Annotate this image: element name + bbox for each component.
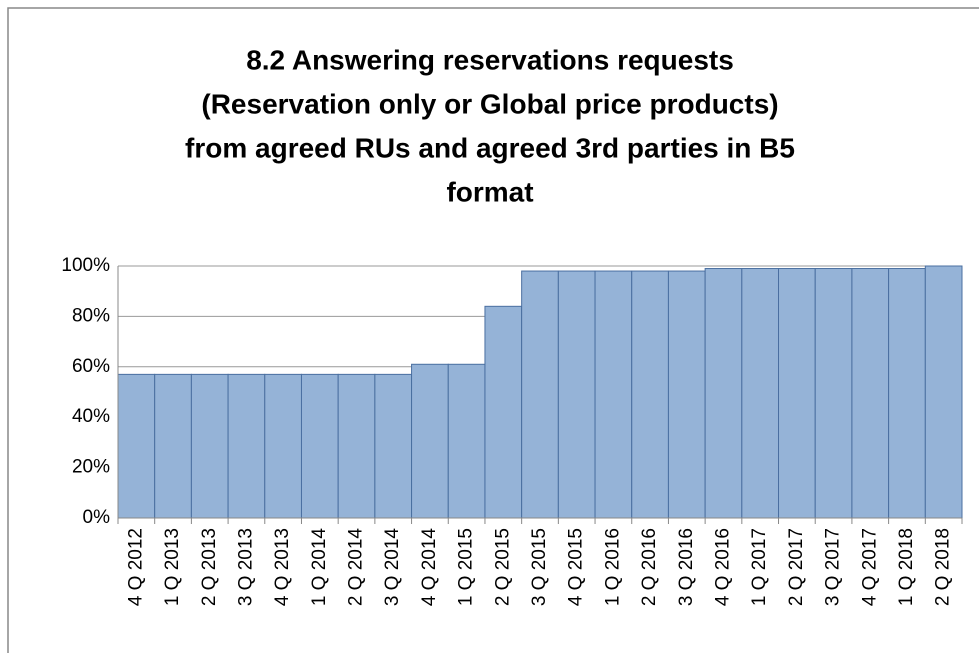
bar — [778, 268, 816, 519]
bar — [667, 270, 706, 519]
bar — [300, 373, 339, 519]
bar — [117, 373, 156, 519]
x-tick-label: 1 Q 2016 — [602, 528, 623, 606]
x-tick-label: 3 Q 2013 — [235, 528, 256, 606]
x-tick-label: 3 Q 2016 — [676, 528, 697, 606]
x-tick-label: 2 Q 2016 — [639, 528, 660, 606]
x-tick-label: 2 Q 2017 — [786, 528, 807, 606]
bar — [484, 305, 523, 519]
bar — [447, 363, 486, 519]
bar — [337, 373, 376, 519]
bar — [594, 270, 633, 519]
x-tick-label: 2 Q 2015 — [492, 528, 513, 606]
x-tick-label: 4 Q 2015 — [566, 528, 587, 606]
bar — [814, 268, 853, 519]
x-tick-label: 3 Q 2015 — [529, 528, 550, 606]
bar — [264, 373, 302, 519]
x-tick-label: 3 Q 2017 — [823, 528, 844, 606]
bar — [411, 363, 449, 519]
bar — [190, 373, 229, 519]
bar — [851, 268, 890, 519]
chart-title: 8.2 Answering reservations requests — [246, 44, 734, 75]
x-tick-label: 2 Q 2018 — [933, 528, 954, 606]
bar — [227, 373, 266, 519]
y-tick-label: 100% — [61, 255, 110, 276]
chart-title: from agreed RUs and agreed 3rd parties i… — [185, 132, 795, 163]
x-tick-label: 2 Q 2014 — [346, 528, 367, 607]
bar — [154, 373, 192, 519]
y-tick-label: 60% — [72, 356, 110, 377]
x-tick-label: 3 Q 2014 — [382, 528, 403, 607]
bar — [741, 268, 780, 519]
y-tick-label: 80% — [72, 305, 110, 326]
chart-title: (Reservation only or Global price produc… — [201, 88, 778, 119]
bar — [924, 265, 963, 519]
x-tick-label: 4 Q 2016 — [712, 528, 733, 606]
x-tick-label: 1 Q 2015 — [456, 528, 477, 606]
x-tick-label: 4 Q 2014 — [419, 528, 440, 607]
bar — [557, 270, 596, 519]
x-tick-label: 1 Q 2014 — [309, 528, 330, 607]
x-tick-label: 4 Q 2012 — [125, 528, 146, 606]
chart-title: format — [446, 176, 533, 207]
bar — [521, 270, 559, 519]
x-tick-label: 4 Q 2017 — [859, 528, 880, 606]
bar — [631, 270, 669, 519]
bar — [888, 268, 926, 519]
y-tick-label: 40% — [72, 406, 110, 427]
x-tick-label: 4 Q 2013 — [272, 528, 293, 606]
x-tick-label: 2 Q 2013 — [199, 528, 220, 606]
x-tick-label: 1 Q 2017 — [749, 528, 770, 606]
x-tick-label: 1 Q 2013 — [162, 528, 183, 606]
bar — [704, 268, 743, 519]
bar — [374, 373, 413, 519]
x-tick-label: 1 Q 2018 — [896, 528, 917, 606]
y-tick-label: 20% — [72, 457, 110, 478]
y-tick-label: 0% — [83, 507, 111, 528]
